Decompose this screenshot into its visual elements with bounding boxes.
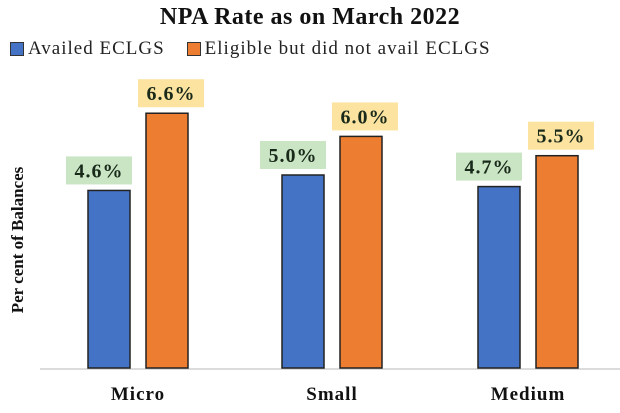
data-label-availed-micro: 4.6% [75,160,124,182]
data-label-bg-availed-small [260,141,326,169]
bar-availed-small [281,174,325,369]
x-tick-label-small: Small [306,384,357,405]
data-label-availed-small: 5.0% [269,145,318,167]
bar-not-availed-small [339,135,383,369]
legend-label-not-availed: Eligible but did not avail ECLGS [204,38,491,59]
legend-label-availed: Availed ECLGS [28,38,165,59]
legend-swatch-availed [10,42,24,56]
legend-item-availed: Availed ECLGS [10,38,165,60]
bar-availed-micro [87,189,131,369]
data-label-bg-not-availed-micro [138,79,204,108]
bar-not-availed-micro [145,112,189,369]
legend-item-not-availed: Eligible but did not avail ECLGS [186,38,491,60]
legend-swatch-not-availed [186,42,201,56]
x-tick-label-medium: Medium [491,384,566,405]
bar-availed-medium [477,185,521,369]
legend: Availed ECLGS Eligible but did not avail… [10,38,610,60]
data-label-bg-availed-medium [456,152,522,181]
data-label-not-availed-micro: 6.6% [147,83,196,105]
data-label-availed-medium: 4.7% [465,157,514,179]
data-label-bg-not-availed-medium [528,121,594,150]
data-label-bg-not-availed-small [332,102,398,131]
data-label-bg-availed-micro [66,156,132,185]
chart-title: NPA Rate as on March 2022 [159,4,461,30]
x-tick-label-micro: Micro [111,384,165,405]
data-label-not-availed-small: 6.0% [341,106,390,128]
bar-not-availed-medium [535,154,579,369]
data-label-not-availed-medium: 5.5% [537,126,586,148]
